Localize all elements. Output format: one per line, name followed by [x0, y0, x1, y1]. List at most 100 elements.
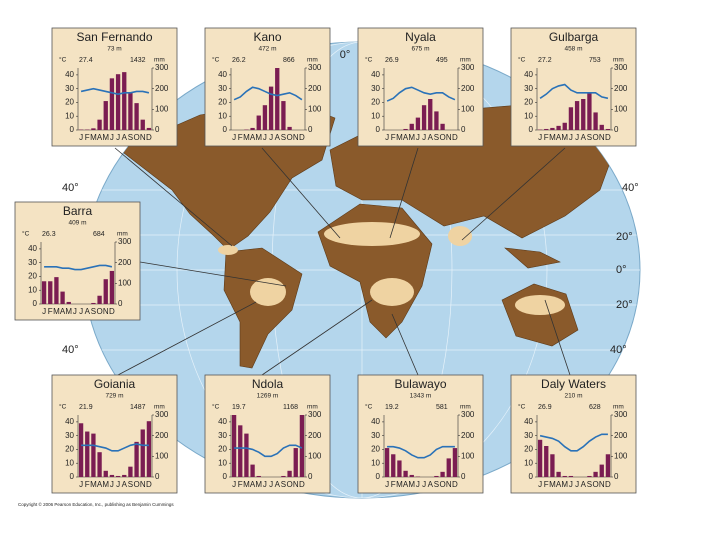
- x-tick-label: A: [275, 133, 281, 142]
- x-tick-label: F: [85, 133, 90, 142]
- bar: [544, 446, 549, 477]
- x-tick-label: F: [238, 480, 243, 489]
- y2-unit: mm: [154, 404, 165, 411]
- x-tick-label: J: [79, 480, 83, 489]
- bar: [128, 92, 133, 130]
- bar: [299, 415, 305, 477]
- bar: [91, 433, 96, 477]
- mean-temperature: 19.2: [385, 404, 399, 411]
- x-tick-label: F: [48, 307, 53, 316]
- x-tick-label: A: [428, 133, 434, 142]
- y-tick-label: 10: [28, 285, 37, 294]
- chart-title: Gulbarga: [549, 30, 599, 44]
- x-tick-label: A: [250, 133, 256, 142]
- climate-chart: Goiania 729 m °C 21.9 1487 mm 0 10 20 30 40 0 100 200…: [51, 374, 178, 494]
- x-tick-label: J: [232, 480, 236, 489]
- y2-tick-label: 100: [461, 451, 475, 460]
- y-tick-label: 40: [28, 244, 37, 253]
- x-tick-label: J: [110, 133, 114, 142]
- x-tick-label: J: [116, 480, 120, 489]
- x-tick-label: J: [269, 480, 273, 489]
- x-tick-label: M: [243, 133, 250, 142]
- x-tick-label: J: [79, 307, 83, 316]
- x-tick-label: O: [286, 133, 292, 142]
- temperature-line: [80, 87, 150, 95]
- x-tick-label: D: [109, 307, 115, 316]
- y-tick-label: 10: [524, 458, 533, 467]
- y2-tick-label: 0: [461, 472, 466, 481]
- bar: [103, 279, 108, 304]
- x-tick-label: J: [385, 133, 389, 142]
- annual-precipitation: 866: [283, 57, 295, 64]
- mean-temperature: 26.3: [42, 231, 56, 238]
- y-tick-label: 30: [524, 84, 533, 93]
- bar: [140, 119, 145, 130]
- x-tick-label: A: [556, 480, 562, 489]
- y-tick-label: 10: [218, 111, 227, 120]
- y-tick-label: 0: [33, 299, 38, 308]
- y2-tick-label: 0: [461, 125, 466, 134]
- chart-subtitle: 458 m: [564, 46, 582, 53]
- bar: [122, 474, 127, 477]
- bar: [122, 72, 127, 130]
- x-tick-label: J: [416, 480, 420, 489]
- y-tick-label: 20: [524, 98, 533, 107]
- x-tick-label: M: [396, 480, 403, 489]
- y2-tick-label: 200: [614, 431, 628, 440]
- bar: [140, 429, 145, 477]
- annual-precipitation: 1168: [283, 404, 298, 411]
- bar: [428, 99, 433, 130]
- temperature-line: [539, 433, 608, 452]
- bar: [550, 127, 555, 130]
- mean-temperature: 19.7: [232, 404, 246, 411]
- y-tick-label: 40: [371, 70, 380, 79]
- x-tick-label: M: [396, 133, 403, 142]
- chart-subtitle: 73 m: [107, 46, 121, 53]
- chart-subtitle: 675 m: [411, 46, 429, 53]
- bar: [562, 122, 567, 130]
- y-tick-label: 20: [218, 445, 227, 454]
- mean-temperature: 21.9: [79, 404, 93, 411]
- chart-box: [14, 201, 141, 321]
- x-tick-label: M: [549, 480, 556, 489]
- y-unit: °C: [365, 56, 373, 64]
- dry-regions: [218, 222, 565, 315]
- y2-tick-label: 300: [308, 63, 322, 72]
- bar: [60, 291, 65, 304]
- bar: [544, 128, 549, 130]
- map-label: 20°: [616, 231, 633, 243]
- y-tick-label: 30: [218, 84, 227, 93]
- x-tick-label: J: [416, 133, 420, 142]
- x-tick-label: M: [243, 480, 250, 489]
- chart-title: Barra: [63, 204, 93, 218]
- bar: [556, 471, 561, 477]
- y-tick-label: 30: [28, 258, 37, 267]
- y-unit: °C: [365, 403, 373, 411]
- x-tick-label: J: [269, 133, 273, 142]
- y-tick-label: 10: [65, 111, 74, 120]
- chart-title: Daly Waters: [541, 377, 606, 391]
- map-label: 40°: [622, 182, 639, 194]
- bar: [91, 302, 96, 304]
- y-tick-label: 10: [371, 111, 380, 120]
- chart-subtitle: 1269 m: [257, 393, 279, 400]
- y-tick-label: 0: [223, 125, 228, 134]
- y2-tick-label: 0: [118, 299, 123, 308]
- bar: [384, 448, 390, 477]
- y-tick-label: 40: [524, 417, 533, 426]
- x-tick-label: A: [275, 480, 281, 489]
- bar: [250, 127, 255, 130]
- x-tick-label: J: [79, 133, 83, 142]
- x-tick-label: J: [538, 133, 542, 142]
- chart-subtitle: 409 m: [68, 220, 86, 227]
- bar: [41, 281, 47, 304]
- x-tick-label: M: [90, 480, 97, 489]
- bar: [97, 119, 102, 130]
- x-tick-label: M: [408, 480, 415, 489]
- y-tick-label: 40: [218, 70, 227, 79]
- bar: [103, 470, 108, 477]
- bar: [409, 123, 414, 130]
- x-tick-label: M: [255, 480, 262, 489]
- mean-temperature: 26.2: [232, 57, 246, 64]
- y2-tick-label: 0: [614, 125, 619, 134]
